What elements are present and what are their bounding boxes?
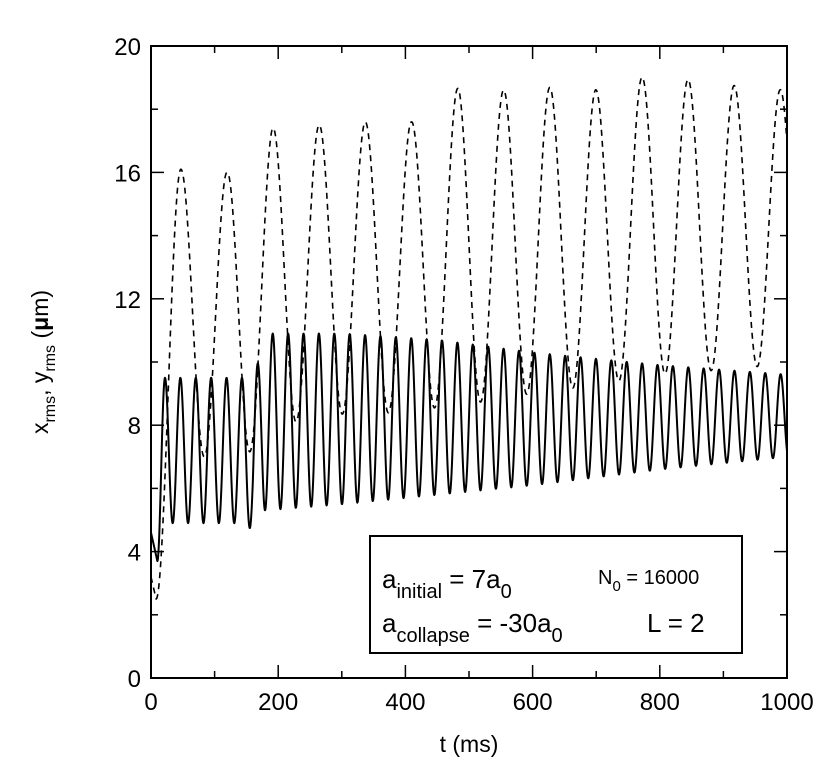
y-label-mu: μ <box>27 317 53 331</box>
legend-eq-initial: = 7a <box>442 564 501 594</box>
legend-sub0-collapse: 0 <box>552 625 563 647</box>
x-axis-label: t (ms) <box>440 731 499 757</box>
y-axis-label: xrms, yrms (μm) <box>27 290 59 434</box>
y-label-sep: , <box>27 383 53 396</box>
x-tick-label: 800 <box>640 689 680 716</box>
legend-l: L = 2 <box>647 608 705 638</box>
legend-a-collapse: a <box>382 608 397 638</box>
y-label-x: x <box>27 422 53 434</box>
legend-n: N <box>598 567 612 589</box>
series-y-rms-line <box>150 76 788 600</box>
legend-eq-collapse: = -30a <box>470 608 552 638</box>
y-tick-label: 20 <box>114 34 141 61</box>
legend-a-initial: a <box>382 564 397 594</box>
legend-sub-collapse: collapse <box>396 625 469 647</box>
y-tick-label: 4 <box>128 540 141 567</box>
legend-line-1: ainitial = 7a0 <box>382 564 512 603</box>
legend-n0: N0 = 16000 <box>598 567 699 595</box>
x-tick-label: 600 <box>513 689 553 716</box>
plot-frame <box>150 45 788 679</box>
y-tick-label: 16 <box>114 160 141 187</box>
series-group <box>150 76 788 600</box>
y-tick-label: 0 <box>128 666 141 693</box>
x-tick-label: 200 <box>258 689 298 716</box>
legend-n-eq: = 16000 <box>621 567 699 589</box>
series-x-rms-line <box>150 332 788 563</box>
y-tick-label: 12 <box>114 287 141 314</box>
legend-sub0-initial: 0 <box>501 581 512 603</box>
y-label-y: y <box>27 371 53 383</box>
x-tick-label: 1000 <box>760 689 813 716</box>
legend-n-sub: 0 <box>612 578 620 595</box>
x-tick-label: 400 <box>385 689 425 716</box>
tick-labels: 0 200 400 600 800 1000 0 4 8 12 16 20 <box>114 34 813 716</box>
legend-box: ainitial = 7a0 N0 = 16000 acollapse = -3… <box>369 535 743 654</box>
y-label-y-sub: rms <box>42 345 59 372</box>
y-tick-label: 8 <box>128 413 141 440</box>
x-tick-label: 0 <box>144 689 157 716</box>
y-label-x-sub: rms <box>42 396 59 423</box>
y-label-unit-open: ( <box>27 331 53 345</box>
legend-sub-initial: initial <box>396 581 442 603</box>
legend-line-2: acollapse = -30a0 <box>382 608 563 647</box>
y-label-unit-rest: m) <box>27 290 53 317</box>
legend-frame <box>369 535 743 654</box>
